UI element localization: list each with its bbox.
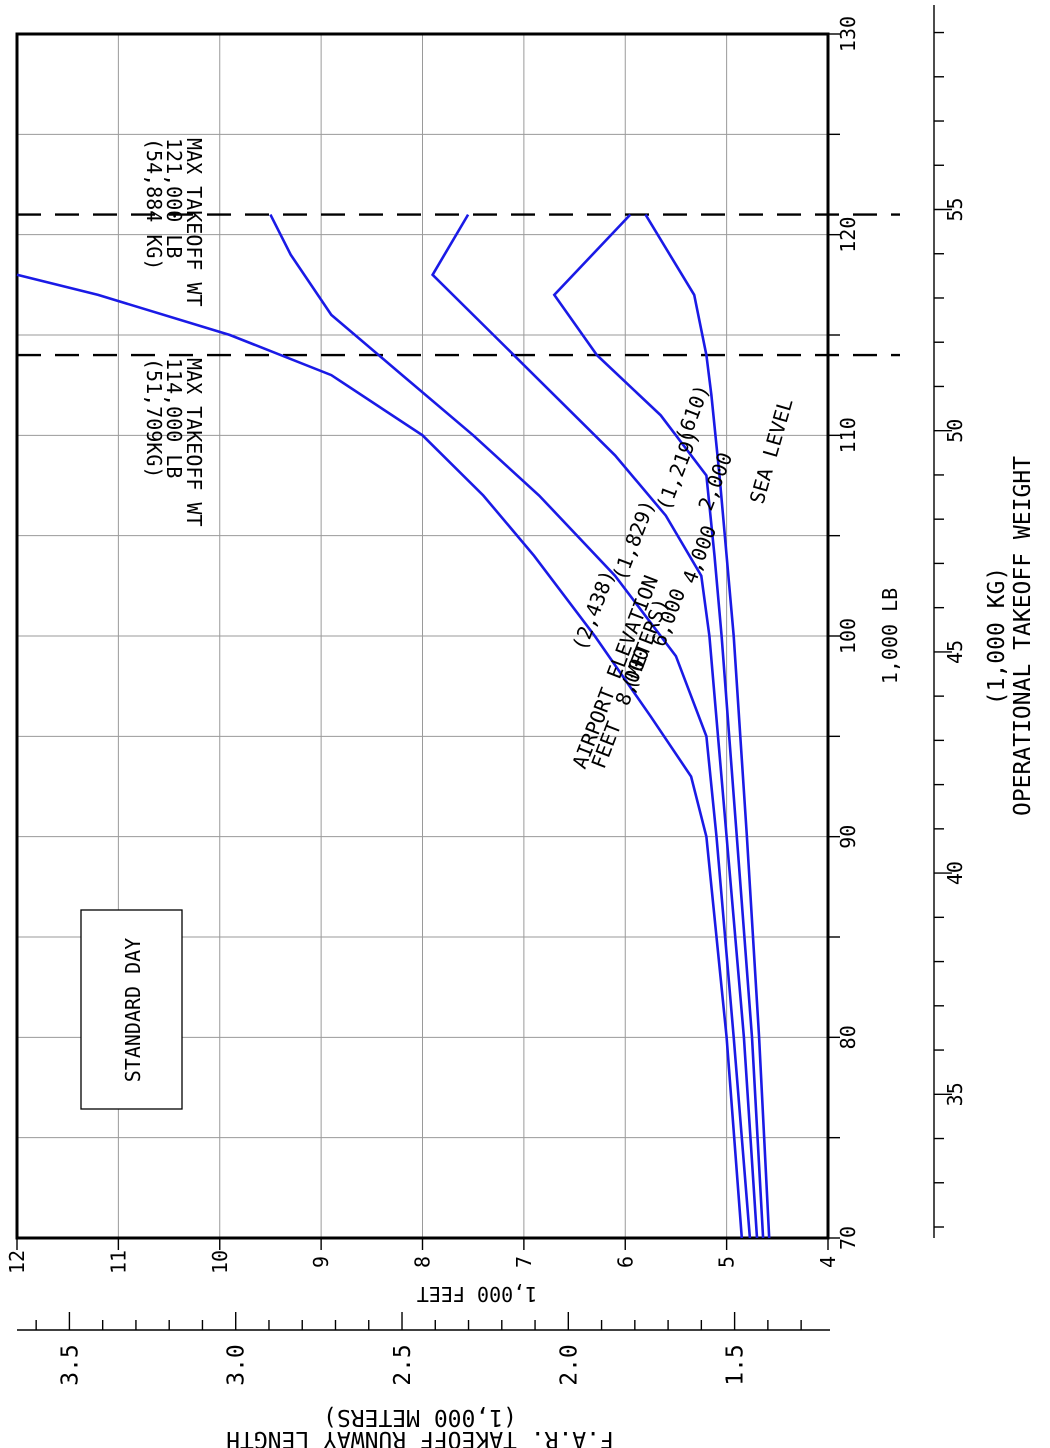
y-tick-label: 10 bbox=[208, 1250, 232, 1274]
series-line bbox=[430, 213, 759, 1239]
y-tick-labels-feet: 4 5 6 7 8 9 10 11 12 bbox=[5, 1250, 840, 1274]
y-tick-label: 6 bbox=[613, 1256, 637, 1268]
x-tick-label-kg: 35 bbox=[943, 1082, 967, 1106]
grid-lines bbox=[17, 34, 828, 1238]
x-tick-label: 130 bbox=[836, 16, 860, 52]
y-tick-label: 8 bbox=[411, 1256, 435, 1268]
x-tick-labels-lb: 70 80 90 100 110 120 130 bbox=[836, 16, 860, 1250]
y-tick-label-meters: 2.0 bbox=[556, 1344, 582, 1386]
ref-label-114: MAX TAKEOFF WT 114,000 LB (51,709KG) bbox=[142, 358, 206, 527]
y-axis-title: F.A.R. TAKEOFF RUNWAY LENGTH bbox=[226, 1426, 614, 1448]
ref-121-line3: (54,884 KG) bbox=[142, 138, 166, 270]
standard-day-note: STANDARD DAY bbox=[80, 909, 183, 1110]
series-line bbox=[552, 213, 765, 1239]
y-tick-label-meters: 1.5 bbox=[723, 1344, 749, 1386]
x-tick-label: 100 bbox=[836, 618, 860, 654]
series-line bbox=[644, 213, 771, 1239]
x-axis-unit-lb: 1,000 LB bbox=[878, 588, 902, 684]
max-takeoff-weight-lines bbox=[17, 213, 900, 357]
series-label-2000-feet: 2,000 bbox=[693, 449, 737, 514]
y-tick-label: 12 bbox=[5, 1250, 29, 1274]
note-text: STANDARD DAY bbox=[121, 938, 145, 1083]
x-tick-label: 70 bbox=[836, 1226, 860, 1250]
note-box bbox=[80, 909, 183, 1110]
axis-ticks bbox=[16, 5, 952, 1331]
series-label-6000-meters: (1,829) bbox=[607, 496, 660, 583]
plot-frame bbox=[15, 32, 830, 1240]
x-tick-label: 80 bbox=[836, 1025, 860, 1049]
ref-label-121: MAX TAKEOFF WT 121,000 LB (54,884 KG) bbox=[142, 138, 206, 307]
x-axis-unit-kg: (1,000 KG) bbox=[984, 567, 1010, 705]
series-label-2000-meters: (610) bbox=[670, 381, 714, 446]
x-tick-label-kg: 45 bbox=[943, 640, 967, 664]
x-tick-label-kg: 55 bbox=[943, 197, 967, 221]
y-axis-unit-feet: 1,000 FEET bbox=[417, 1282, 537, 1306]
y-tick-label: 7 bbox=[512, 1256, 536, 1268]
ref-114-line2: 114,000 LB bbox=[162, 358, 186, 478]
y-tick-label-meters: 3.5 bbox=[57, 1344, 83, 1386]
y-tick-label: 11 bbox=[106, 1250, 130, 1274]
x-tick-labels-kg: 35 40 45 50 55 bbox=[943, 197, 967, 1106]
x-tick-label-kg: 50 bbox=[943, 419, 967, 443]
y-tick-label: 5 bbox=[715, 1256, 739, 1268]
series-lines bbox=[16, 213, 771, 1239]
ref-114-line1: MAX TAKEOFF WT bbox=[182, 358, 206, 527]
series-label-sea-level: SEA LEVEL bbox=[745, 396, 798, 507]
y-tick-label-meters: 3.0 bbox=[224, 1344, 250, 1386]
y-axis-unit-meters: (1,000 METERS) bbox=[323, 1404, 517, 1430]
ref-121-line1: MAX TAKEOFF WT bbox=[182, 138, 206, 307]
x-tick-label-kg: 40 bbox=[943, 861, 967, 885]
series-line bbox=[16, 273, 744, 1239]
x-tick-label: 120 bbox=[836, 217, 860, 253]
y-tick-labels-meters: 1.5 2.0 2.5 3.0 3.5 bbox=[57, 1344, 748, 1386]
x-axis-title: OPERATIONAL TAKEOFF WEIGHT bbox=[1010, 456, 1036, 816]
series-line bbox=[269, 214, 752, 1239]
y-tick-label: 9 bbox=[309, 1256, 333, 1268]
ref-114-line3: (51,709KG) bbox=[142, 358, 166, 478]
x-tick-label: 90 bbox=[836, 825, 860, 849]
y-tick-label-meters: 2.5 bbox=[390, 1344, 416, 1386]
ref-121-line2: 121,000 LB bbox=[162, 138, 186, 258]
y-tick-label: 4 bbox=[816, 1256, 840, 1268]
x-tick-label: 110 bbox=[836, 417, 860, 453]
